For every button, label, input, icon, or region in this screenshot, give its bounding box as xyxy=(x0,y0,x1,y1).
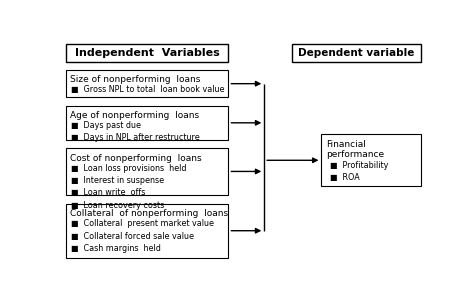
Text: ■  Cash margins  held: ■ Cash margins held xyxy=(71,244,161,253)
Text: Financial: Financial xyxy=(326,140,366,149)
Text: ■  Days in NPL after restructure: ■ Days in NPL after restructure xyxy=(71,133,200,142)
Text: ■  Interest in suspense: ■ Interest in suspense xyxy=(71,176,164,185)
Text: Collateral  of nonperforming  loans: Collateral of nonperforming loans xyxy=(70,209,228,218)
Text: ■  ROA: ■ ROA xyxy=(329,172,359,182)
FancyBboxPatch shape xyxy=(321,134,421,186)
Text: Independent  Variables: Independent Variables xyxy=(75,48,219,58)
Text: Size of nonperforming  loans: Size of nonperforming loans xyxy=(70,75,200,84)
Text: ■  Gross NPL to total  loan book value: ■ Gross NPL to total loan book value xyxy=(71,85,225,94)
FancyBboxPatch shape xyxy=(66,204,228,257)
Text: Age of nonperforming  loans: Age of nonperforming loans xyxy=(70,111,199,120)
Text: performance: performance xyxy=(326,150,384,159)
Text: ■  Profitability: ■ Profitability xyxy=(329,161,388,170)
Text: ■  Loan write  offs: ■ Loan write offs xyxy=(71,188,145,197)
Text: ■  Loan recovery costs: ■ Loan recovery costs xyxy=(71,201,164,210)
FancyBboxPatch shape xyxy=(66,106,228,140)
Text: ■  Collateral forced sale value: ■ Collateral forced sale value xyxy=(71,232,194,241)
Text: Dependent variable: Dependent variable xyxy=(298,48,415,58)
FancyBboxPatch shape xyxy=(66,44,228,62)
Text: Cost of nonperforming  loans: Cost of nonperforming loans xyxy=(70,154,201,163)
Text: ■  Days past due: ■ Days past due xyxy=(71,121,141,130)
FancyBboxPatch shape xyxy=(66,148,228,195)
Text: ■  Loan loss provisions  held: ■ Loan loss provisions held xyxy=(71,164,187,172)
FancyBboxPatch shape xyxy=(292,44,421,62)
FancyBboxPatch shape xyxy=(66,70,228,97)
Text: ■  Collateral  present market value: ■ Collateral present market value xyxy=(71,219,214,228)
